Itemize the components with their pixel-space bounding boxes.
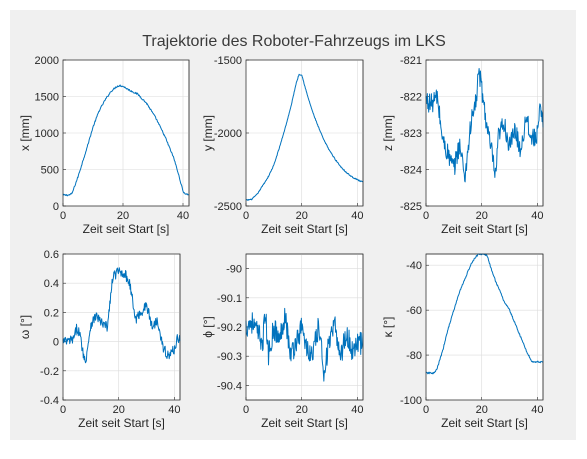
- subplot-5: 0 20 40 -90.4 -90.3 -90.2 -90.1 -90 Zeit seit St…: [201, 253, 364, 430]
- plot-frame: [245, 253, 364, 401]
- y-axis-label: x [mm]: [18, 115, 32, 151]
- y-tick-label: 0.6: [44, 249, 59, 261]
- x-tick-label: 20: [296, 404, 308, 416]
- x-tick-label: 0: [60, 210, 66, 222]
- y-tick-label: -2000: [214, 128, 242, 140]
- figure-title: Trajektorie des Roboter-Fahrzeugs im LKS: [142, 33, 446, 50]
- subplot-2: 0 20 40 -2500 -2000 -1500 Zeit seit Start [s] y…: [201, 55, 364, 236]
- y-tick-label: -90.1: [217, 293, 242, 305]
- y-tick-label: -822: [400, 92, 422, 104]
- plot-area: [425, 253, 544, 401]
- x-tick-label: 20: [476, 404, 488, 416]
- x-tick-label: 0: [423, 210, 429, 222]
- subplot-1: 0 20 40 0 500 1000 1500 2000 Zeit seit Start [s]…: [18, 55, 190, 236]
- x-axis-label: Zeit seit Start [s]: [261, 416, 348, 430]
- subplot-6: 0 20 40 -100 -80 -60 -40 Zeit seit Start [s] κ […: [381, 253, 544, 430]
- series-line: [62, 84, 190, 197]
- x-tick-label: 20: [296, 210, 308, 222]
- y-tick-label: 0.4: [44, 278, 59, 290]
- x-axis-label: Zeit seit Start [s]: [83, 222, 170, 236]
- x-axis-label: Zeit seit Start [s]: [78, 416, 165, 430]
- subplot-3: 0 20 40 -825 -824 -823 -822 -821 Zeit seit Start…: [381, 55, 544, 236]
- y-tick-label: -40: [406, 260, 422, 272]
- plot-area: [62, 253, 181, 401]
- y-tick-label: -90.3: [217, 351, 242, 363]
- series-line: [245, 73, 364, 201]
- series-line: [245, 307, 364, 382]
- y-tick-label: -824: [400, 165, 422, 177]
- y-tick-label: -823: [400, 128, 422, 140]
- plot-frame: [245, 59, 364, 207]
- y-axis-label: y [mm]: [201, 115, 215, 151]
- plot-frame: [425, 253, 544, 401]
- x-tick-label: 40: [177, 210, 189, 222]
- series-line: [425, 68, 544, 183]
- y-axis-label: ω [°]: [18, 315, 32, 339]
- x-tick-label: 20: [113, 404, 125, 416]
- y-tick-label: 500: [41, 165, 59, 177]
- subplot-4: 0 20 40 -0.4 -0.2 0 0.2 0.4 0.6 Zeit seit Start […: [18, 249, 181, 430]
- y-axis-label: κ [°]: [381, 317, 395, 338]
- y-tick-label: -90.2: [217, 322, 242, 334]
- plot-frame: [425, 59, 544, 207]
- y-tick-label: -1500: [214, 55, 242, 67]
- y-tick-label: -2500: [214, 201, 242, 213]
- x-axis-label: Zeit seit Start [s]: [441, 222, 528, 236]
- plot-frame: [62, 253, 181, 401]
- y-tick-label: -825: [400, 201, 422, 213]
- x-axis-label: Zeit seit Start [s]: [261, 222, 348, 236]
- x-tick-label: 0: [243, 404, 249, 416]
- y-tick-label: -0.2: [40, 366, 59, 378]
- y-tick-label: 2000: [35, 55, 59, 67]
- series-line: [62, 267, 181, 364]
- y-tick-label: -0.4: [40, 395, 59, 407]
- x-axis-label: Zeit seit Start [s]: [441, 416, 528, 430]
- y-tick-label: -60: [406, 305, 422, 317]
- x-tick-label: 40: [531, 404, 543, 416]
- y-tick-label: -821: [400, 55, 422, 67]
- y-tick-label: 1500: [35, 92, 59, 104]
- y-tick-label: -80: [406, 350, 422, 362]
- y-tick-label: -90: [226, 264, 242, 276]
- x-tick-label: 40: [351, 404, 363, 416]
- x-tick-label: 20: [117, 210, 129, 222]
- y-tick-label: 0.2: [44, 307, 59, 319]
- series-line: [425, 253, 544, 375]
- y-axis-label: ϕ [°]: [201, 316, 215, 338]
- x-tick-label: 0: [243, 210, 249, 222]
- x-tick-label: 20: [476, 210, 488, 222]
- x-tick-label: 0: [423, 404, 429, 416]
- y-axis-label: z [mm]: [381, 115, 395, 151]
- y-tick-label: -100: [400, 395, 422, 407]
- x-tick-label: 40: [531, 210, 543, 222]
- x-tick-label: 40: [168, 404, 180, 416]
- y-tick-label: 0: [53, 337, 59, 349]
- plot-frame: [62, 59, 190, 207]
- y-tick-label: -90.4: [217, 380, 242, 392]
- y-tick-label: 1000: [35, 128, 59, 140]
- x-tick-label: 40: [351, 210, 363, 222]
- x-tick-label: 0: [60, 404, 66, 416]
- y-tick-label: 0: [53, 201, 59, 213]
